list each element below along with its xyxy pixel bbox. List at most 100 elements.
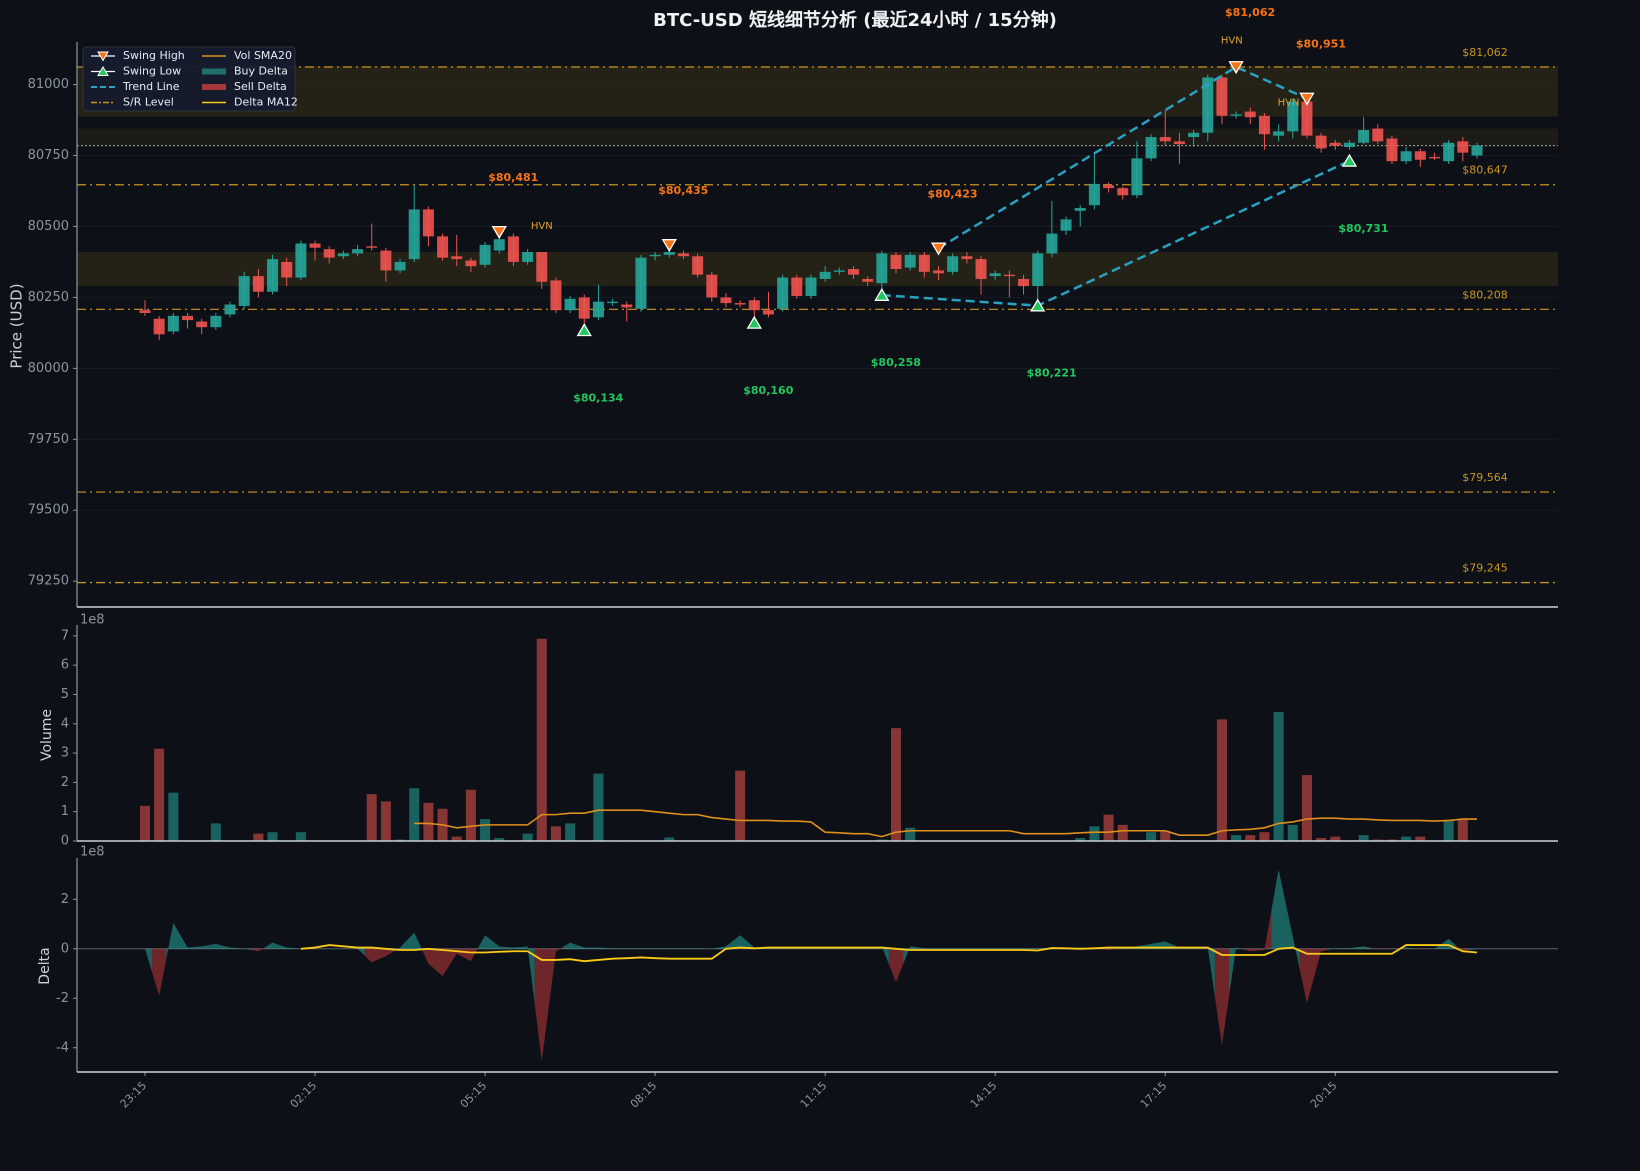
volume-bar [451, 836, 462, 841]
candle-body [692, 256, 704, 275]
volume-bar [210, 823, 221, 841]
candle-body [1258, 115, 1270, 135]
legend-key [97, 66, 109, 76]
y-tick-label: 4 [61, 716, 69, 731]
volume-bar [1287, 824, 1298, 841]
legend-key [202, 68, 226, 75]
candle-body [1273, 131, 1285, 136]
sma-line [414, 809, 1477, 838]
volume-bar [380, 801, 391, 841]
x-tick-label: 11:15 [798, 1079, 830, 1111]
volume-bar [536, 638, 547, 841]
candle-body [706, 274, 718, 298]
candle-body [1159, 137, 1171, 142]
candle-body [1329, 142, 1341, 146]
swing-low-marker [1341, 153, 1358, 167]
legend-label: Swing Low [123, 65, 181, 78]
chart-title: BTC-USD 短线细节分析 (最近24小时 / 15分钟) [653, 9, 1057, 31]
volume-bar [480, 819, 491, 841]
volume-bar [1443, 820, 1454, 841]
candle-body [1400, 151, 1412, 162]
delta-area [194, 945, 209, 949]
candle-body [238, 276, 250, 306]
candle-body [607, 301, 619, 304]
candle-body [153, 318, 165, 335]
y-tick-label: -4 [56, 1040, 69, 1055]
delta-area [1413, 948, 1428, 950]
delta-area [1214, 948, 1230, 1046]
axis-offset-label: 1e8 [80, 613, 105, 628]
candle-body [422, 209, 434, 237]
candle-body [791, 277, 803, 296]
swing-low-label: $80,221 [1027, 367, 1077, 380]
volume-bar [1075, 838, 1086, 841]
candle-body [479, 244, 491, 265]
volume-bar [1273, 712, 1284, 841]
swing-high-label: $80,423 [927, 187, 977, 200]
candle-body [281, 261, 293, 278]
x-tick-label: 17:15 [1138, 1079, 1170, 1111]
candle-body [437, 236, 449, 258]
delta-area [1200, 947, 1215, 997]
volume-bar [423, 802, 434, 841]
legend-label: Delta MA12 [234, 96, 298, 109]
delta-area [1370, 947, 1385, 950]
delta-area [903, 946, 918, 965]
swing-high-marker [491, 225, 507, 239]
volume-bar [550, 826, 561, 841]
candle-body [1315, 135, 1327, 149]
candle-body [139, 310, 151, 314]
candle-body [1471, 145, 1483, 156]
delta-area [364, 948, 379, 963]
y-tick-label: 2 [61, 892, 69, 907]
swing-low-marker [746, 315, 762, 329]
delta-area [208, 943, 223, 949]
volume-bar [295, 832, 306, 841]
candle-body [196, 321, 208, 328]
x-tick-label: 05:15 [458, 1079, 490, 1111]
delta-area [279, 945, 294, 949]
candle-body [1018, 278, 1030, 287]
delta-area [350, 948, 365, 956]
delta-area [421, 948, 436, 970]
delta-area [378, 948, 393, 960]
annotation: HVN [1221, 36, 1243, 47]
delta-area [463, 948, 478, 962]
delta-area [577, 945, 592, 949]
volume-bar [565, 823, 576, 841]
y-tick-label: 79500 [28, 503, 69, 518]
delta-area [591, 947, 606, 949]
delta-area [506, 946, 521, 949]
delta-area [1257, 909, 1272, 951]
delta-area [548, 946, 564, 1007]
volume-bar [1259, 832, 1270, 841]
swing-high-label: $81,062 [1225, 6, 1275, 19]
candle-body [1032, 253, 1044, 287]
candle-body [805, 277, 817, 296]
volume-bar [140, 805, 150, 841]
candle-body [947, 256, 959, 272]
y-tick-label: 7 [61, 628, 69, 643]
candle-body [989, 273, 1001, 277]
delta-area [1384, 948, 1400, 950]
y-tick-label: 81000 [28, 77, 69, 92]
candle-body [578, 297, 590, 319]
delta-area [747, 941, 762, 949]
delta-area [1469, 948, 1485, 951]
candle-body [1046, 233, 1058, 254]
candle-body [819, 271, 831, 279]
legend-key [202, 84, 226, 90]
axis-offset-label: 1e8 [80, 845, 105, 860]
delta-area [293, 948, 308, 949]
trend-line [937, 65, 1308, 250]
candle-body [649, 254, 661, 257]
y-tick-label: 3 [61, 746, 69, 761]
legend-label: S/R Level [123, 96, 174, 109]
candle-body [1103, 185, 1115, 189]
candle-body [352, 249, 364, 254]
candle-body [1457, 141, 1469, 153]
candle-body [380, 250, 392, 271]
candle-body [1414, 151, 1426, 160]
